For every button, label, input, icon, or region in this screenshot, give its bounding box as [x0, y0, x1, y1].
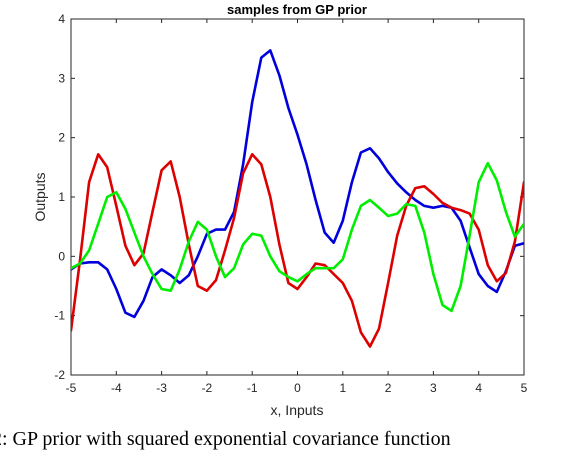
y-axis-title: Outputs [32, 172, 48, 221]
x-tick-label: 4 [475, 381, 482, 395]
plot-area [70, 18, 525, 376]
x-tick-label: 5 [521, 381, 528, 395]
y-tick-label: -1 [54, 309, 65, 323]
y-tick-label: 0 [58, 249, 65, 263]
y-tick-label: 2 [58, 131, 65, 145]
x-tick-label: 0 [294, 381, 301, 395]
x-axis-title: x, Inputs [271, 402, 324, 418]
series-line-2 [71, 153, 524, 348]
x-tick-label: 2 [385, 381, 392, 395]
x-tick-label: 1 [339, 381, 346, 395]
y-ticks: -2 -1 0 1 2 3 4 [54, 12, 524, 382]
y-tick-label: -2 [54, 368, 65, 382]
y-tick-label: 1 [58, 190, 65, 204]
line-chart: -5 -4 -3 -2 -1 0 1 2 3 4 5 -2 -1 0 1 2 3 4 samples from … [32, 2, 528, 418]
figure-caption: 2: GP prior with squared exponential cov… [0, 428, 451, 450]
x-tick-label: -1 [247, 381, 258, 395]
series-layer [71, 49, 524, 348]
x-tick-label: -2 [202, 381, 213, 395]
x-tick-label: -4 [111, 381, 122, 395]
chart-title: samples from GP prior [227, 2, 367, 17]
x-tick-label: 3 [430, 381, 437, 395]
x-ticks: -5 -4 -3 -2 -1 0 1 2 3 4 5 [66, 19, 528, 395]
y-tick-label: 4 [58, 12, 65, 26]
y-tick-label: 3 [58, 71, 65, 85]
x-tick-label: -3 [156, 381, 167, 395]
x-tick-label: -5 [66, 381, 77, 395]
series-line-3 [71, 161, 524, 313]
